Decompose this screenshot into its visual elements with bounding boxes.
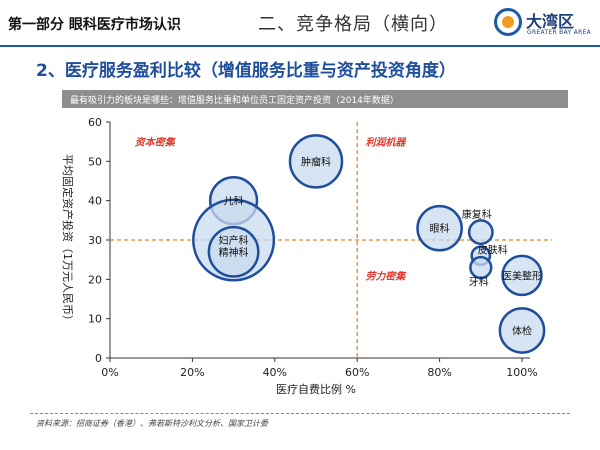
chart-banner: 最有吸引力的板块是哪些：增值服务比重和单位员工固定资产投资（2014年数据） xyxy=(62,90,568,108)
logo-dot-icon xyxy=(502,16,514,28)
bubble-label: 牙科 xyxy=(469,276,489,289)
x-tick-label: 60% xyxy=(345,366,369,379)
bubble-label: 体检 xyxy=(512,324,532,337)
header-left-title: 第一部分 眼科医疗市场认识 xyxy=(8,17,181,33)
y-axis-label: 平均固定资产投资（1万元人民币） xyxy=(61,154,75,326)
x-tick-label: 0% xyxy=(101,366,118,379)
bubble-point xyxy=(416,204,463,252)
source-note: 资料来源：招商证券（香港）、弗若斯特沙利文分析、国家卫计委 xyxy=(36,419,268,428)
bubble-label: 眼科 xyxy=(430,222,450,235)
footer-divider xyxy=(30,413,570,414)
logo-name: 大湾区 xyxy=(526,12,575,31)
header-divider xyxy=(0,45,600,47)
banner-text: 最有吸引力的板块是哪些：增值服务比重和单位员工固定资产投资（2014年数据） xyxy=(70,96,399,106)
y-tick-label: 10 xyxy=(88,313,102,326)
y-tick-label: 60 xyxy=(88,116,102,129)
x-tick-label: 100% xyxy=(506,366,537,379)
bubble-label: 妇产科 xyxy=(219,234,249,247)
bubble-point xyxy=(288,134,344,189)
y-tick-label: 0 xyxy=(95,352,102,365)
bubble-label: 皮肤科 xyxy=(478,244,508,257)
x-tick-label: 20% xyxy=(180,366,204,379)
logo-subtitle: GREATER BAY AREA xyxy=(527,29,592,36)
section-title: 2、医疗服务盈利比较（增值服务比重与资产投资角度） xyxy=(36,61,456,81)
y-tick-label: 40 xyxy=(88,195,102,208)
bubble-point xyxy=(498,307,546,354)
bubble-label: 精神科 xyxy=(219,246,249,259)
bubble-label: 儿科 xyxy=(224,195,244,208)
logo-ring-icon xyxy=(494,8,522,36)
x-axis-label: 医疗自费比例 % xyxy=(276,382,356,396)
quadrant-label: 劳力密集 xyxy=(365,270,406,282)
logo: 大湾区 GREATER BAY AREA xyxy=(494,6,594,42)
bubble-label: 肿瘤科 xyxy=(301,155,331,168)
y-tick-label: 20 xyxy=(88,273,102,286)
bubble-point xyxy=(207,225,260,278)
bubble-label: 康复科 xyxy=(462,208,492,221)
bubble-point xyxy=(469,255,493,280)
bubble-point xyxy=(467,219,494,246)
y-tick-label: 30 xyxy=(88,234,102,247)
y-tick-label: 50 xyxy=(88,155,102,168)
bubble-label: 医美整形 xyxy=(502,269,542,282)
header-center-title: 二、竞争格局（横向） xyxy=(258,14,448,35)
quadrant-label: 资本密集 xyxy=(135,137,176,149)
x-tick-label: 40% xyxy=(263,366,287,379)
bubble-chart: 0 10 20 30 40 50 60 0% 20% 40% 60% 80% 100% 医疗自费比例 % 平… xyxy=(61,116,552,396)
x-tick-label: 80% xyxy=(427,366,451,379)
bubble-point xyxy=(501,254,543,297)
quadrant-label: 利润机器 xyxy=(365,137,407,149)
